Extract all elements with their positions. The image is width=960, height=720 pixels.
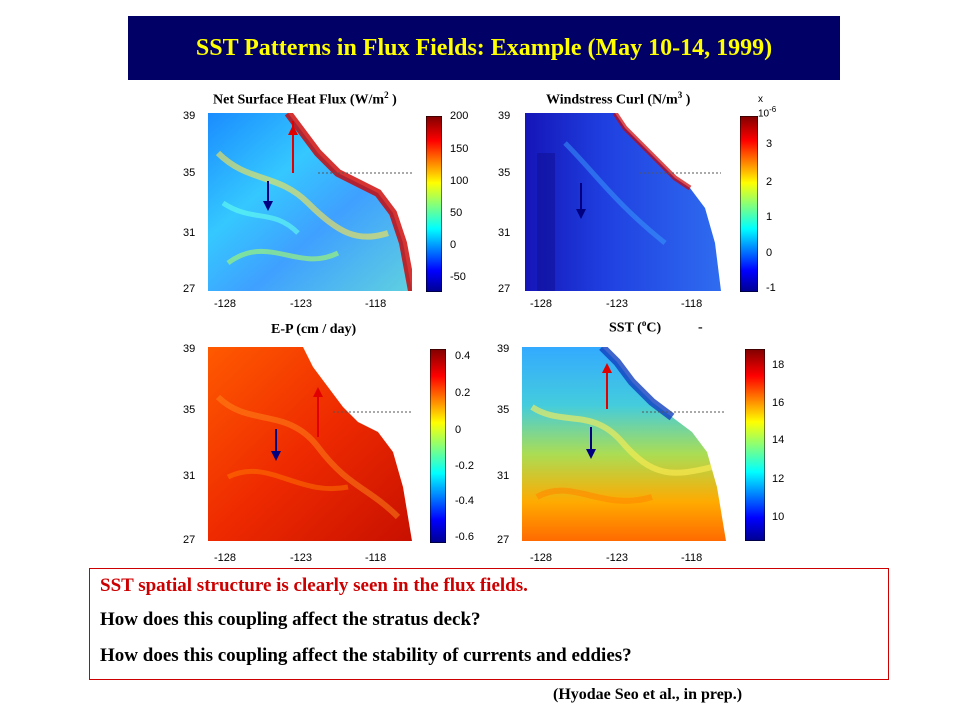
colorbar-tick: 0.2 [455,387,471,399]
colorbar-tick: 100 [450,175,469,187]
colorbar-tick: 2 [766,176,773,188]
lat-tick: 27 [497,534,510,546]
colorbar-exponent: x 10-6 [758,94,777,120]
lon-tick: -123 [606,298,629,310]
panel-title-heat-flux: Net Surface Heat Flux (W/m2 ) [213,90,397,108]
e-p-colorbar [430,349,446,543]
lon-tick: -118 [365,552,387,564]
heat-flux-map [208,113,412,291]
lat-tick: 39 [498,110,511,122]
colorbar-tick: 0 [766,247,773,259]
lon-tick: -123 [290,298,313,310]
e-p-map [208,347,412,541]
colorbar-tick: 150 [450,143,469,155]
colorbar-tick: 3 [766,138,773,150]
lon-tick: -118 [681,298,703,310]
lon-tick: -123 [290,552,313,564]
lat-tick: 31 [183,227,196,239]
lon-tick: -123 [606,552,629,564]
lat-tick: 27 [498,283,511,295]
sst-colorbar [745,349,765,541]
colorbar-tick: 16 [772,397,785,409]
panel-title-windstress: Windstress Curl (N/m3 ) [546,90,691,108]
lon-tick: -128 [214,552,237,564]
citation: (Hyodae Seo et al., in prep.) [553,686,743,703]
colorbar-tick: 0 [455,424,462,436]
lat-tick: 35 [498,167,511,179]
colorbar-tick: 18 [772,359,785,371]
colorbar-tick: 50 [450,207,463,219]
lat-tick: 31 [183,470,196,482]
slide-title: SST Patterns in Flux Fields: Example (Ma… [195,34,773,61]
lat-tick: 27 [183,534,196,546]
lon-tick: -128 [530,298,553,310]
panel-title-sst: SST (oC) [609,318,662,336]
summary-line-3: How does this coupling affect the stabil… [100,645,632,666]
lat-tick: 31 [497,470,510,482]
slide-title-bar: SST Patterns in Flux Fields: Example (Ma… [128,16,840,80]
panel-title-e-p: E-P (cm / day) [271,322,357,337]
lon-tick: -118 [681,552,703,564]
colorbar-tick: -50 [450,271,466,283]
summary-line-1: SST spatial structure is clearly seen in… [100,575,528,596]
lat-tick: 27 [183,283,196,295]
lat-tick: 31 [498,227,511,239]
summary-text-box: SST spatial structure is clearly seen in… [89,568,889,680]
colorbar-tick: 0 [450,239,457,251]
summary-line-2: How does this coupling affect the stratu… [100,609,481,630]
lon-tick: -118 [365,298,387,310]
lat-tick: 35 [497,404,510,416]
colorbar-tick: 14 [772,434,785,446]
lon-tick: -128 [214,298,237,310]
windstress-curl-map [525,113,721,291]
lat-tick: 35 [183,404,196,416]
colorbar-tick: 1 [766,211,773,223]
colorbar-tick: 200 [450,110,469,122]
windstress-colorbar [740,116,758,292]
lat-tick: 35 [183,167,196,179]
colorbar-tick: 12 [772,473,785,485]
lat-tick: 39 [497,343,510,355]
colorbar-tick: -0.6 [455,531,474,543]
title-dash: - [698,320,703,335]
colorbar-tick: 10 [772,511,785,523]
colorbar-tick: -0.4 [455,495,474,507]
colorbar-tick: -1 [766,282,776,294]
lat-tick: 39 [183,343,196,355]
heat-flux-colorbar [426,116,442,292]
lon-tick: -128 [530,552,553,564]
lat-tick: 39 [183,110,196,122]
colorbar-tick: 0.4 [455,350,471,362]
sst-map [522,347,726,541]
colorbar-tick: -0.2 [455,460,474,472]
